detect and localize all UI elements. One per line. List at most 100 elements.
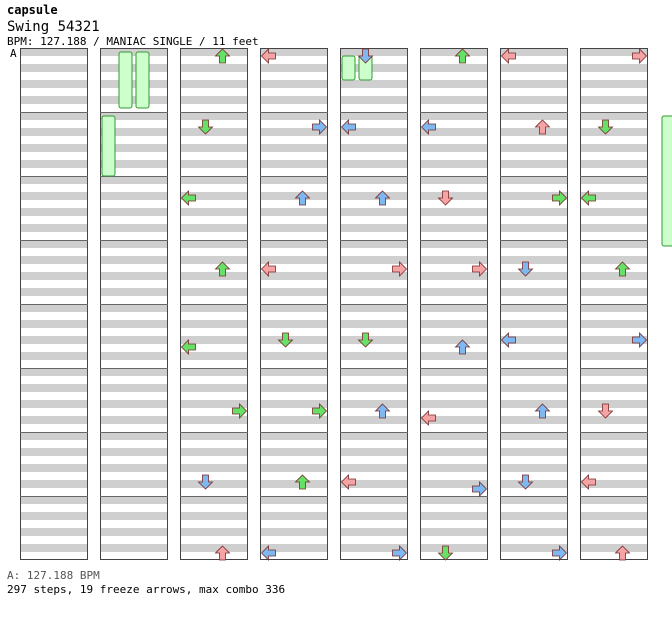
beat-stripe — [580, 272, 648, 280]
beat-stripe — [580, 432, 648, 440]
beat-stripe — [500, 448, 568, 456]
beat-stripe — [20, 176, 88, 184]
up-arrow-icon — [374, 403, 391, 419]
beat-stripe — [580, 336, 648, 344]
beat-stripe — [100, 144, 168, 152]
beat-stripe — [100, 176, 168, 184]
beat-stripe — [100, 416, 168, 424]
beat-stripe — [100, 528, 168, 536]
beat-stripe — [100, 336, 168, 344]
beat-stripe — [100, 112, 168, 120]
beat-stripe — [260, 224, 328, 232]
beat-stripe — [340, 272, 408, 280]
left-arrow-icon — [260, 261, 276, 277]
up-arrow-icon — [294, 474, 311, 490]
beat-stripe — [180, 384, 248, 392]
beat-stripe — [500, 240, 568, 248]
up-arrow-icon — [614, 545, 631, 561]
beat-stripe — [180, 304, 248, 312]
chart-column — [100, 48, 168, 560]
up-arrow-icon — [534, 403, 551, 419]
beat-stripe — [340, 192, 408, 200]
beat-stripe — [340, 464, 408, 472]
beat-stripe — [580, 304, 648, 312]
beat-stripe — [420, 128, 488, 136]
beat-stripe — [500, 208, 568, 216]
beat-stripe — [580, 256, 648, 264]
beat-stripe — [420, 208, 488, 216]
beat-stripe — [420, 176, 488, 184]
beat-stripe — [420, 80, 488, 88]
beat-stripe — [20, 80, 88, 88]
beat-stripe — [500, 368, 568, 376]
beat-stripe — [180, 416, 248, 424]
beat-stripe — [340, 208, 408, 216]
beat-stripe — [260, 208, 328, 216]
beat-stripe — [260, 192, 328, 200]
beat-stripe — [180, 144, 248, 152]
beat-stripe — [180, 496, 248, 504]
down-arrow-icon — [437, 190, 454, 206]
beat-stripe — [420, 144, 488, 152]
beat-stripe — [500, 112, 568, 120]
beat-stripe — [420, 192, 488, 200]
beat-stripe — [20, 352, 88, 360]
down-arrow-icon — [197, 474, 214, 490]
beat-stripe — [260, 304, 328, 312]
beat-stripe — [180, 336, 248, 344]
beat-stripe — [180, 176, 248, 184]
left-arrow-icon — [580, 474, 596, 490]
beat-stripe — [100, 192, 168, 200]
beat-stripe — [260, 368, 328, 376]
beat-stripe — [420, 256, 488, 264]
beat-stripe — [100, 496, 168, 504]
beat-stripe — [420, 448, 488, 456]
beat-stripe — [420, 544, 488, 552]
beat-stripe — [100, 240, 168, 248]
beat-stripe — [20, 256, 88, 264]
beat-stripe — [580, 352, 648, 360]
beat-stripe — [420, 160, 488, 168]
beat-stripe — [420, 400, 488, 408]
beat-stripe — [20, 384, 88, 392]
song-title: Swing 54321 — [7, 19, 100, 35]
beat-stripe — [20, 528, 88, 536]
down-arrow-icon — [597, 403, 614, 419]
beat-stripe — [260, 112, 328, 120]
beat-stripe — [260, 256, 328, 264]
beat-stripe — [580, 448, 648, 456]
beat-stripe — [260, 480, 328, 488]
beat-stripe — [20, 448, 88, 456]
beat-stripe — [20, 112, 88, 120]
beat-stripe — [580, 464, 648, 472]
beat-stripe — [260, 320, 328, 328]
beat-stripe — [500, 432, 568, 440]
right-arrow-icon — [392, 261, 408, 277]
up-arrow-icon — [374, 190, 391, 206]
beat-stripe — [100, 320, 168, 328]
beat-stripe — [500, 384, 568, 392]
beat-stripe — [580, 368, 648, 376]
beat-stripe — [100, 288, 168, 296]
beat-stripe — [580, 192, 648, 200]
beat-stripe — [500, 496, 568, 504]
beat-stripe — [180, 544, 248, 552]
beat-stripe — [420, 48, 488, 56]
beat-stripe — [100, 224, 168, 232]
freeze-arrow — [101, 115, 116, 177]
beat-stripe — [260, 416, 328, 424]
beat-stripe — [260, 240, 328, 248]
beat-stripe — [20, 464, 88, 472]
left-arrow-icon — [500, 332, 516, 348]
down-arrow-icon — [517, 261, 534, 277]
beat-stripe — [180, 352, 248, 360]
beat-stripe — [420, 352, 488, 360]
beat-stripe — [20, 336, 88, 344]
beat-stripe — [100, 96, 168, 104]
chart-notes — [180, 48, 648, 561]
beat-stripe — [180, 528, 248, 536]
beat-stripe — [340, 144, 408, 152]
step-stats: 297 steps, 19 freeze arrows, max combo 3… — [7, 583, 286, 596]
left-arrow-icon — [420, 119, 436, 135]
beat-stripe — [340, 288, 408, 296]
